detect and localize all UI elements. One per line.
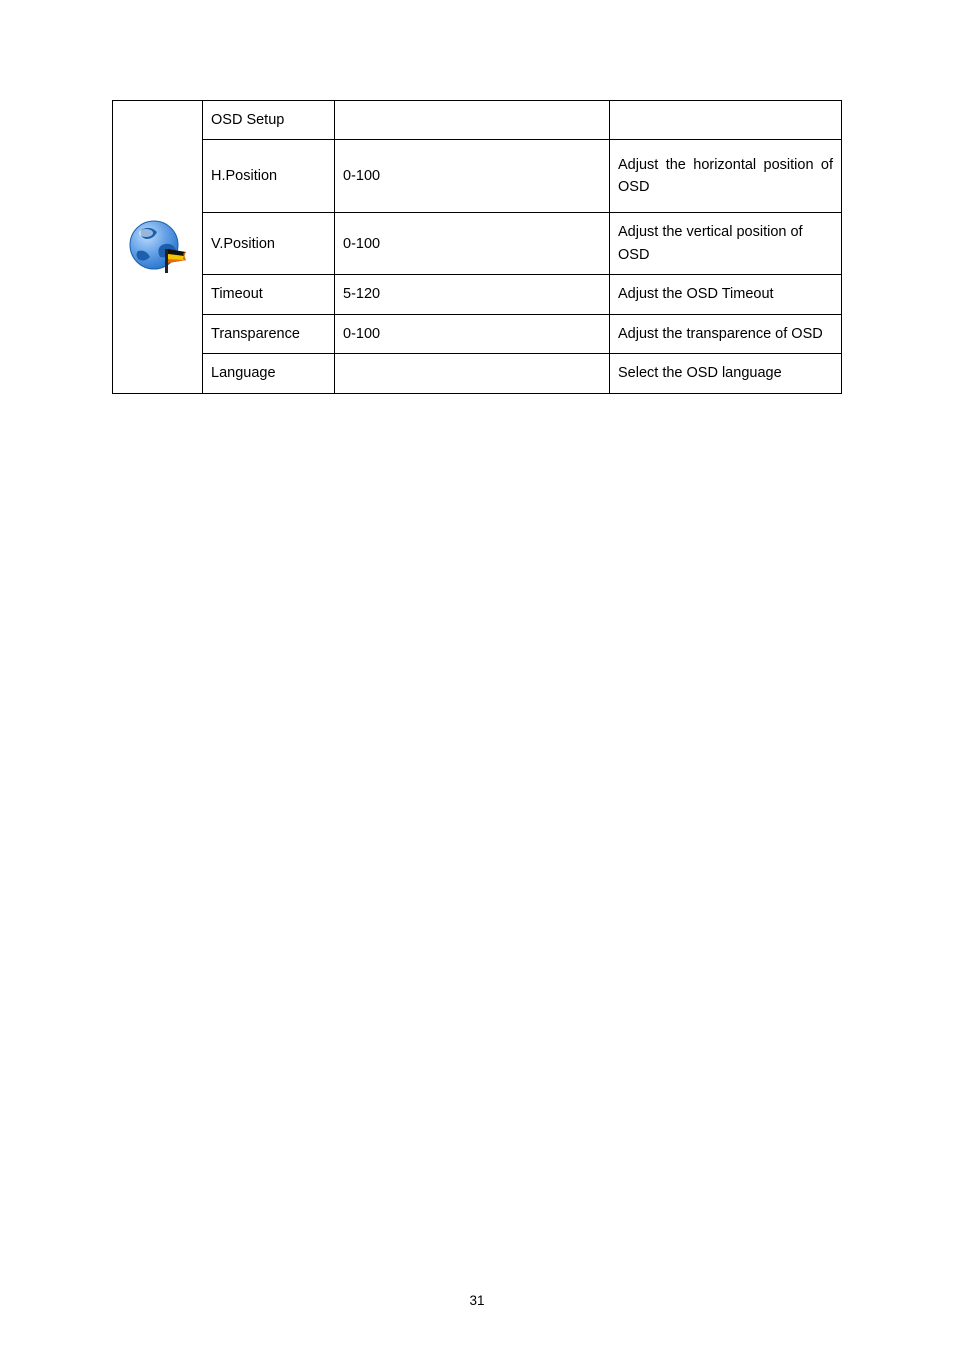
text: Adjust the transparence of OSD (618, 326, 823, 342)
cell-desc: Select the OSD language (610, 354, 842, 393)
globe-flag-icon (126, 215, 190, 279)
page-number: 31 (0, 1293, 954, 1308)
text: V.Position (211, 236, 275, 252)
cell-name: Transparence (203, 314, 335, 353)
cell-desc: Adjust the horizontal position of OSD (610, 140, 842, 213)
text: Select the OSD language (618, 365, 782, 381)
text-line: Adjust the horizontal position of (618, 154, 833, 176)
text: OSD Setup (211, 112, 284, 128)
table-row: V.Position 0-100 Adjust the vertical pos… (113, 213, 842, 275)
text: 0-100 (343, 168, 380, 184)
text-line: OSD (618, 176, 833, 198)
cell-desc: Adjust the transparence of OSD (610, 314, 842, 353)
cell-range: 5-120 (335, 275, 610, 314)
table-row: Transparence 0-100 Adjust the transparen… (113, 314, 842, 353)
table-row: H.Position 0-100 Adjust the horizontal p… (113, 140, 842, 213)
cell-desc: Adjust the OSD Timeout (610, 275, 842, 314)
text: 5-120 (343, 286, 380, 302)
cell-range (335, 101, 610, 140)
text: H.Position (211, 168, 277, 184)
table-row: Timeout 5-120 Adjust the OSD Timeout (113, 275, 842, 314)
text: 0-100 (343, 326, 380, 342)
cell-desc: Adjust the vertical position of OSD (610, 213, 842, 275)
cell-name: Language (203, 354, 335, 393)
cell-name: Timeout (203, 275, 335, 314)
cell-range (335, 354, 610, 393)
text: 0-100 (343, 236, 380, 252)
cell-range: 0-100 (335, 140, 610, 213)
osd-setup-table: OSD Setup H.Position 0-100 Adjust the ho… (112, 100, 842, 394)
text: Language (211, 365, 276, 381)
text: Timeout (211, 286, 263, 302)
cell-name: H.Position (203, 140, 335, 213)
cell-range: 0-100 (335, 314, 610, 353)
cell-range: 0-100 (335, 213, 610, 275)
icon-cell (113, 101, 203, 394)
cell-name: OSD Setup (203, 101, 335, 140)
text: Adjust the vertical position of OSD (618, 224, 803, 262)
table-row: Language Select the OSD language (113, 354, 842, 393)
cell-name: V.Position (203, 213, 335, 275)
page: OSD Setup H.Position 0-100 Adjust the ho… (0, 0, 954, 1350)
text: Adjust the OSD Timeout (618, 286, 774, 302)
cell-desc (610, 101, 842, 140)
table-row: OSD Setup (113, 101, 842, 140)
text: Transparence (211, 326, 300, 342)
